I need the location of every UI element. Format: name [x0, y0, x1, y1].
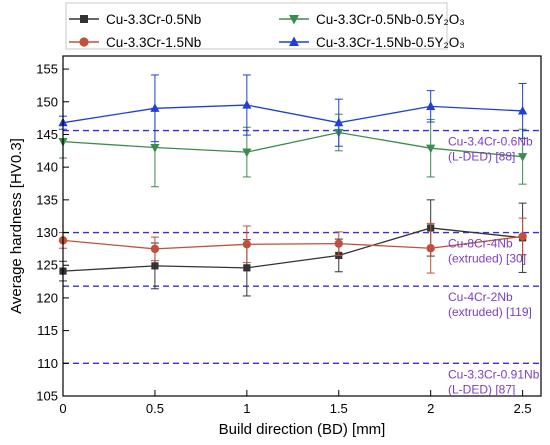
reference-label: Cu-3.3Cr-0.91Nb: [448, 367, 540, 381]
axis-ticks: 0 0.5 1 1.5 2 2.5 105 110 115 120 125 130 135 140 145 1…: [36, 62, 531, 416]
data-point: [242, 240, 252, 249]
data-point: [242, 99, 252, 109]
reference-label: Cu-8Cr-4Nb: [448, 237, 513, 251]
data-point: [426, 144, 436, 154]
data-point: [334, 239, 343, 248]
data-point: [426, 101, 436, 110]
data-point: [518, 105, 528, 115]
y-axis-title: Average hardness [HV0.3]: [8, 138, 25, 314]
reference-label: Cu-3.4Cr-0.6Nb: [448, 135, 533, 149]
data-point: [426, 244, 435, 253]
data-point: [242, 148, 252, 158]
y-tick-label: 110: [37, 356, 58, 371]
plot-area: [63, 56, 541, 396]
data-point: [243, 264, 251, 272]
series-triangle-up: [58, 74, 528, 147]
y-tick-label: 135: [36, 192, 58, 207]
y-tick-label: 120: [36, 290, 58, 305]
plot-frame: [62, 55, 542, 397]
data-point: [150, 244, 160, 254]
reference-label: (L-DED) [87]: [448, 382, 515, 396]
reference-label: (L-DED) [88]: [448, 150, 515, 164]
y-tick-label: 140: [36, 160, 58, 175]
y-tick-label: 145: [36, 127, 58, 142]
x-tick-label: 0.5: [146, 401, 164, 416]
data-point: [518, 153, 528, 162]
data-point: [518, 232, 527, 241]
y-tick-label: 125: [36, 258, 58, 273]
data-point: [151, 262, 159, 270]
data-point: [289, 36, 299, 46]
y-tick-label: 150: [36, 94, 58, 109]
x-tick-label: 0: [59, 401, 66, 416]
series-line: [62, 104, 523, 124]
x-tick-label: 1.5: [330, 401, 348, 416]
y-tick-label: 105: [36, 389, 58, 404]
x-tick-label: 1: [243, 401, 250, 416]
data-point: [334, 117, 344, 127]
legend-label: Cu-3.3Cr-1.5Nb-0.5Y₂O₃: [316, 35, 465, 50]
data-point: [80, 15, 88, 23]
y-tick-label: 115: [37, 323, 58, 338]
series-line: [62, 227, 523, 272]
data-point: [79, 37, 89, 47]
legend-label: Cu-3.3Cr-0.5Nb: [106, 12, 201, 27]
y-tick-label: 130: [36, 225, 58, 240]
reference-label: (extruded) [119]: [448, 305, 532, 319]
reference-label: Cu-4Cr-2Nb: [448, 290, 513, 304]
reference-labels: Cu-3.4Cr-0.6Nb(L-DED) [88]Cu-8Cr-4Nb(ext…: [448, 135, 540, 397]
legend-label: Cu-3.3Cr-0.5Nb-0.5Y₂O₃: [316, 12, 465, 27]
data-point: [150, 103, 160, 112]
data-point: [289, 15, 299, 25]
x-axis-title: Build direction (BD) [mm]: [219, 421, 386, 438]
series-line: [62, 235, 523, 250]
reference-label: (extruded) [30]: [448, 252, 526, 266]
legend: Cu-3.3Cr-0.5Nb Cu-3.3Cr-1.5Nb Cu-3.3Cr-0.5…: [65, 2, 465, 50]
x-tick-label: 2: [427, 401, 434, 416]
x-tick-label: 2.5: [514, 401, 532, 416]
legend-box: [65, 2, 448, 50]
series-line: [62, 131, 523, 158]
y-tick-label: 155: [36, 62, 58, 77]
legend-label: Cu-3.3Cr-1.5Nb: [106, 35, 201, 50]
data-point: [150, 143, 160, 153]
